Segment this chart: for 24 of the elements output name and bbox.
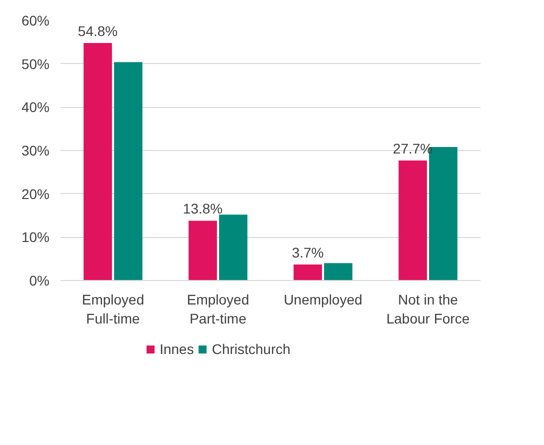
bar — [294, 264, 322, 280]
bar — [324, 263, 352, 280]
y-tick-label: 20% — [21, 186, 50, 202]
data-label: 3.7% — [292, 244, 324, 260]
data-label: 54.8% — [78, 23, 118, 40]
data-label: 27.7% — [392, 140, 433, 156]
x-tick-label: Not in the Labour Force — [386, 292, 470, 327]
bar — [114, 62, 142, 280]
x-tick-label: Employed Full-time — [82, 292, 144, 327]
bar — [398, 160, 427, 280]
y-tick-label: 0% — [29, 272, 50, 288]
x-tick-label: Unemployed — [284, 292, 362, 308]
bar — [219, 214, 248, 280]
y-tick-label: 60% — [21, 12, 50, 28]
y-tick-label: 40% — [21, 99, 50, 116]
y-tick-label: 30% — [21, 142, 50, 158]
legend-label: Innes — [160, 341, 194, 357]
legend-label: Christchurch — [212, 341, 290, 357]
y-tick-label: 10% — [21, 229, 50, 246]
x-tick-label: Employed Part-time — [186, 292, 250, 327]
data-label: 13.8% — [182, 200, 223, 217]
bar — [84, 43, 112, 280]
y-tick-label: 50% — [21, 56, 50, 72]
bar — [188, 220, 217, 280]
